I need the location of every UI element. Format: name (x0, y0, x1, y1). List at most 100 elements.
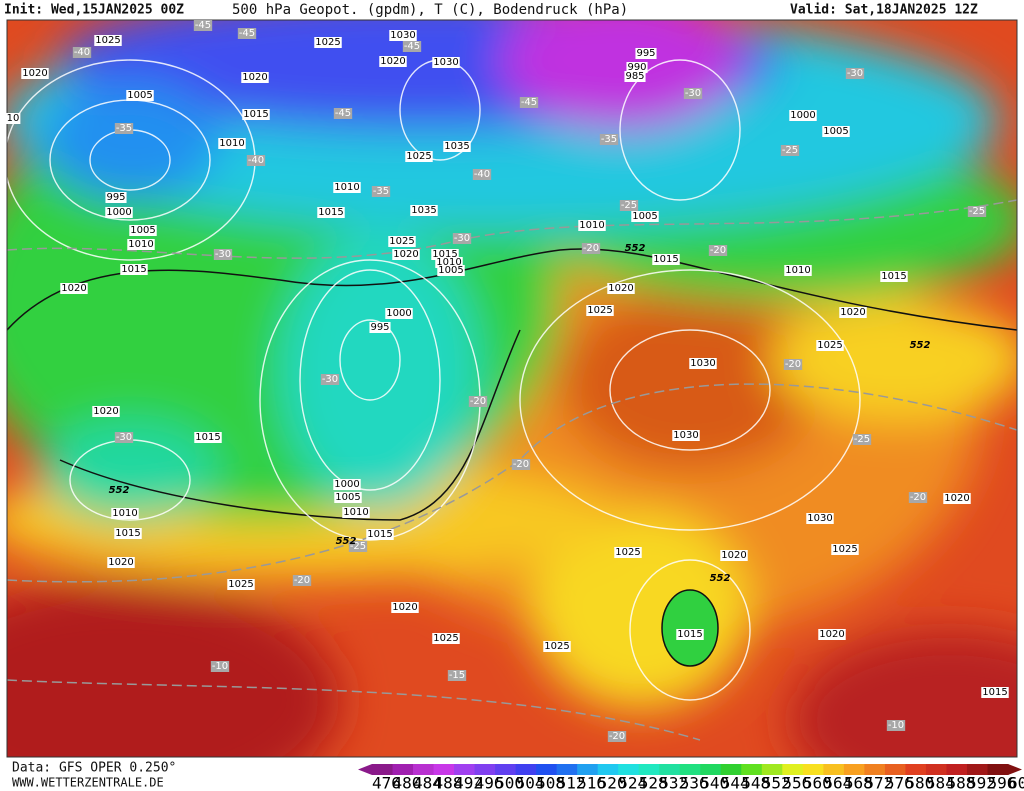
isobar-label: 1025 (314, 37, 342, 48)
isobar-label-box (334, 492, 362, 503)
isobar-label-box (218, 138, 246, 149)
colorbar-tick-label: 568 (844, 774, 873, 791)
colorbar-bin (618, 764, 640, 775)
isobar-label-box (111, 508, 139, 519)
isobar-label: 1005 (129, 225, 157, 236)
temperature-label-text: -25 (621, 200, 637, 211)
temperature-label-box (371, 186, 391, 197)
isobar-label: 1025 (405, 151, 433, 162)
temperature-label: -10 (210, 661, 230, 672)
temperature-label: -10 (886, 720, 906, 731)
temperature-label-box (511, 459, 531, 470)
temperature-label: -45 (237, 28, 257, 39)
valid-time: Valid: Sat,18JAN2025 12Z (790, 3, 978, 18)
colorbar-bin (638, 764, 660, 775)
colorbar-bin (802, 764, 824, 775)
temperature-label-box (845, 68, 865, 79)
isobar-label-text: 1035 (444, 141, 469, 152)
colorbar-tick-label: 576 (885, 774, 914, 791)
isobar-label-box (227, 579, 255, 590)
isobar-label-text: 1005 (823, 126, 848, 137)
isobar-label-box (543, 641, 571, 652)
colorbar-tick-label: 572 (864, 774, 893, 791)
colorbar-bin (495, 764, 517, 775)
data-source: Data: GFS OPER 0.250° (12, 761, 176, 776)
colorbar-tick-label: 536 (680, 774, 709, 791)
isobar-label: 10 (5, 113, 21, 124)
isobar-label-text: 1005 (335, 492, 360, 503)
temperature-label-box (967, 206, 987, 217)
temperature-label-text: -15 (449, 670, 465, 681)
isobar-label-box (816, 340, 844, 351)
map-title: 500 hPa Geopot. (gpdm), T (C), Bodendruc… (232, 2, 628, 18)
isobar-label-box (720, 550, 748, 561)
temperature-label-box (114, 123, 134, 134)
isobar-label: 1030 (672, 430, 700, 441)
temperature-label-box (210, 661, 230, 672)
contour-552 (59, 329, 521, 521)
temperature-label-box (683, 88, 703, 99)
isobar-label: 1025 (586, 305, 614, 316)
isobar-label-text: 1015 (243, 109, 268, 120)
isobar-label-box (432, 633, 460, 644)
isobar-label: 1020 (107, 557, 135, 568)
contour-label-text: 552 (710, 573, 731, 584)
colorbar-bin (454, 764, 476, 775)
temperature-label: -30 (845, 68, 865, 79)
isobar-label-text: 1015 (982, 687, 1007, 698)
temperature-label-text: -20 (910, 492, 926, 503)
temperature-label-box (447, 670, 467, 681)
contour-label: 552 (910, 340, 931, 351)
isobar-label-box (127, 239, 155, 250)
colorbar-tick-label: 516 (577, 774, 606, 791)
isobar-label-text: 1015 (318, 207, 343, 218)
isobar-label: 1015 (366, 529, 394, 540)
isobar-label: 1015 (652, 254, 680, 265)
isobar-label: 1015 (114, 528, 142, 539)
temperature-label-box (599, 134, 619, 145)
isobar-label-box (60, 283, 88, 294)
isobar-label-text: 1025 (406, 151, 431, 162)
isobar-label-text: 1020 (61, 283, 86, 294)
isobar-label-box (342, 507, 370, 518)
isobar-label-text: 1015 (115, 528, 140, 539)
isobar-label: 995 (369, 322, 391, 333)
isobar-label-box (435, 257, 463, 268)
colorbar-tick-label: 488 (434, 774, 463, 791)
temperature-label: -20 (607, 731, 627, 742)
temperature-label-text: -30 (322, 374, 338, 385)
temperature-label-text: -20 (294, 575, 310, 586)
temperature-label-text: -45 (239, 28, 255, 39)
colorbar-tick-label: 524 (618, 774, 647, 791)
isobar-label-text: 1020 (242, 72, 267, 83)
isobar-label-box (92, 406, 120, 417)
isobar-label-box (784, 265, 812, 276)
isobar-label-text: 1020 (22, 68, 47, 79)
isobar-label: 995 (105, 192, 127, 203)
isobar-label: 1010 (342, 507, 370, 518)
temperature-label-box (780, 145, 800, 156)
isobar-label: 1000 (333, 479, 361, 490)
contour-label: 552 (109, 485, 130, 496)
colorbar-tick-label: 584 (926, 774, 955, 791)
isobar-label: 1015 (431, 249, 459, 260)
temperature-label-text: -35 (601, 134, 617, 145)
temperature-label-text: -40 (248, 155, 264, 166)
isobar-label-text: 990 (627, 62, 646, 73)
isobar-label-text: 1010 (334, 182, 359, 193)
isobar-label-text: 1025 (389, 236, 414, 247)
temperature-label-text: -20 (513, 459, 529, 470)
temperature-label-text: -25 (969, 206, 985, 217)
isobar-label-box (114, 528, 142, 539)
colorbar-bin (925, 764, 947, 775)
temperature-label-box (581, 243, 601, 254)
isobar-label-box (107, 557, 135, 568)
temperature-label: -20 (783, 359, 803, 370)
isobar-label: 1020 (392, 249, 420, 260)
isobar-label-text: 1035 (411, 205, 436, 216)
temperature-label-box (333, 108, 353, 119)
header-bar (0, 0, 1024, 19)
isobar-label: 1020 (60, 283, 88, 294)
isobar-label-box (241, 72, 269, 83)
isobar-label: 1020 (943, 493, 971, 504)
